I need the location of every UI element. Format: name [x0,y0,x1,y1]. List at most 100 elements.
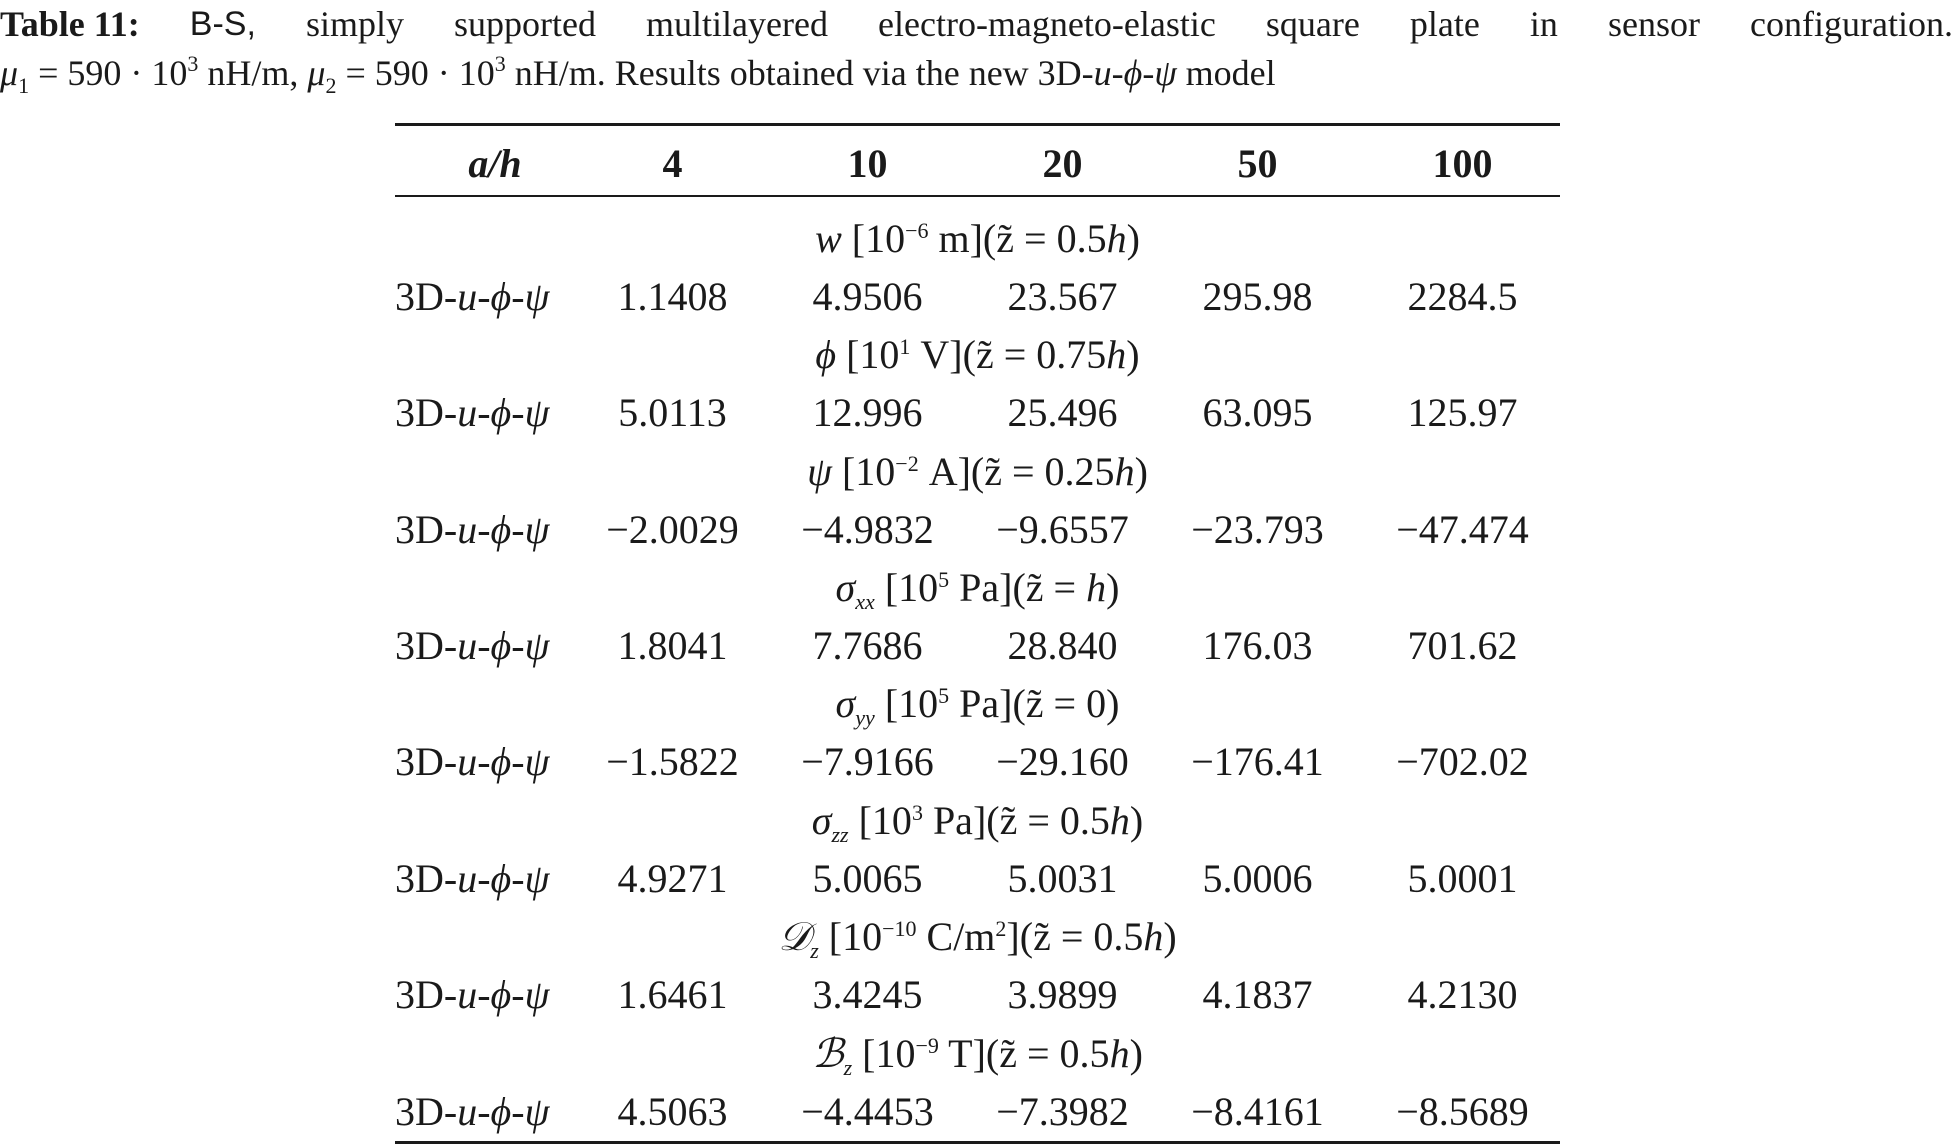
quantity-symbol: ϕ [815,332,837,377]
section-heading: σyy [105 Pa](z̃ = 0) [395,675,1560,733]
method-label: 3D-u-ϕ-ψ [395,972,550,1017]
table-cell: 1.1408 [617,274,728,319]
z-position: = 0.5 [1017,1031,1110,1076]
h-symbol: h [1109,1031,1130,1076]
table-row: 3D-u-ϕ-ψ −2.0029 −4.9832 −9.6557 −23.793… [395,501,1560,559]
table-row: 3D-u-ϕ-ψ 1.1408 4.9506 23.567 295.98 228… [395,268,1560,326]
close-paren: ) [1126,216,1140,261]
quantity-symbol: ψ [807,449,832,494]
table-row: 3D-u-ϕ-ψ 5.0113 12.996 25.496 63.095 125… [395,384,1560,442]
table-cell: 5.0065 [812,856,923,901]
caption-word: simply [305,4,404,44]
table-caption: Table 11: B-S, simply supported multilay… [0,0,1953,102]
close-paren: ) [1106,565,1120,610]
table-cell: 3.4245 [812,972,923,1017]
unit-exponent: −10 [882,916,917,941]
table-cell: −7.3982 [996,1089,1129,1134]
table-row: 3D-u-ϕ-ψ −1.5822 −7.9166 −29.160 −176.41… [395,733,1560,791]
unit-open: [10 [818,914,883,959]
mu2-unit: nH/m. Results obtained via the new 3D- [505,53,1094,93]
table-cell: −47.474 [1396,507,1529,552]
caption-word: electro-magneto-elastic [878,4,1216,44]
mu2-exponent: 3 [494,51,506,76]
close-paren: ) [1134,449,1148,494]
table-cell: −8.4161 [1191,1089,1324,1134]
z-position: = [1043,565,1087,610]
z-position: = 0.5 [1050,914,1144,959]
close-paren: ) [1126,332,1140,377]
section-heading: σxx [105 Pa](z̃ = h) [395,559,1560,617]
table-cell: −8.5689 [1396,1089,1529,1134]
table-cell: 28.840 [1007,623,1118,668]
table-cell: 295.98 [1202,274,1313,319]
z-position: = 0.25 [1002,449,1115,494]
section-heading: 𝒟z [10−10 C/m2](z̃ = 0.5h) [395,908,1560,966]
quantity-symbol: 𝒟 [778,914,811,959]
unit-exponent: −9 [915,1033,939,1058]
section-heading: σzz [103 Pa](z̃ = 0.5h) [395,792,1560,850]
unit-exponent: 1 [899,334,911,359]
h-symbol: h [1143,914,1164,959]
z-symbol: z̃ [996,216,1015,261]
caption-word: configuration. [1750,4,1953,44]
caption-word: square [1265,4,1360,44]
header-col: 10 [847,141,888,186]
unit-open: [10 [831,449,896,494]
mu1-symbol: μ [0,53,19,93]
z-symbol: z̃ [1025,681,1044,726]
unit-open: [10 [874,681,939,726]
unit-open: [10 [836,332,900,377]
model-u: u [1093,53,1112,93]
method-label: 3D-u-ϕ-ψ [395,739,550,784]
z-symbol: z̃ [975,332,994,377]
unit: C/m [916,914,996,959]
unit: T]( [938,1031,1000,1076]
caption-word: plate [1409,4,1480,44]
unit-open: [10 [848,798,912,843]
section-heading: ϕ [101 V](z̃ = 0.75h) [395,326,1560,384]
section-heading: ℬz [10−9 T](z̃ = 0.5h) [395,1025,1560,1083]
close-paren: ) [1129,1031,1143,1076]
table-cell: 4.9506 [812,274,923,319]
table-header-row: a/h 4 10 20 50 100 [395,135,1560,193]
table-header-rule [395,195,1560,197]
table-cell: −23.793 [1191,507,1324,552]
table-cell: 5.0001 [1407,856,1518,901]
z-position: = 0.5 [1017,798,1110,843]
quantity-subscript: zz [831,822,849,847]
unit-open: [10 [841,216,906,261]
table-cell: 1.8041 [617,623,728,668]
z-symbol: z̃ [1033,914,1051,959]
table-cell: 4.5063 [617,1089,728,1134]
unit-exponent: −2 [895,451,919,476]
quantity-symbol: σ [835,681,856,726]
quantity-subscript: xx [855,589,875,614]
section-heading: w [10−6 m](z̃ = 0.5h) [395,210,1560,268]
unit: m]( [928,216,997,261]
header-col: 4 [662,141,683,186]
z-position: = 0.75 [993,332,1107,377]
table-cell: −7.9166 [801,739,934,784]
table-cell: 25.496 [1007,390,1118,435]
unit-exponent: 5 [938,683,950,708]
unit-open: [10 [852,1031,916,1076]
table-cell: 2284.5 [1407,274,1518,319]
quantity-subscript: z [810,938,819,963]
mu1-subscript: 1 [18,73,30,98]
quantity-symbol: σ [811,798,832,843]
z-symbol: z̃ [984,449,1002,494]
z-position: = 0 [1043,681,1107,726]
table-row: 3D-u-ϕ-ψ 1.6461 3.4245 3.9899 4.1837 4.2… [395,966,1560,1024]
quantity-symbol: σ [835,565,856,610]
close-paren: ) [1163,914,1177,959]
unit-open: [10 [874,565,939,610]
mu2-value: = 590 · 10 [336,53,495,93]
table-cell: 1.6461 [617,972,728,1017]
table-cell: 23.567 [1007,274,1118,319]
table-cell: 4.1837 [1202,972,1313,1017]
header-col: 20 [1042,141,1083,186]
table-cell: −176.41 [1191,739,1324,784]
table-cell: 5.0006 [1202,856,1313,901]
quantity-subscript: z [843,1055,853,1080]
close-paren: ) [1129,798,1144,843]
